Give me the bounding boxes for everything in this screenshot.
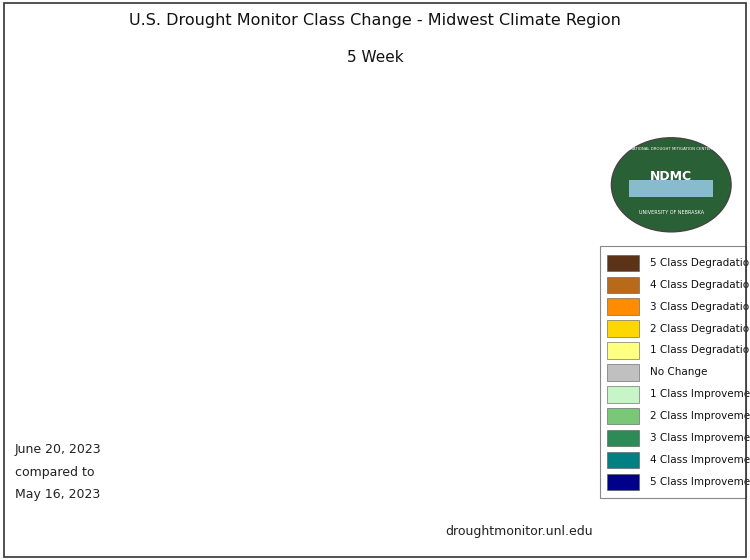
Bar [608,320,640,337]
Text: 3 Class Improvement: 3 Class Improvement [650,433,750,443]
FancyBboxPatch shape [600,246,746,498]
Bar [629,180,713,197]
Bar [608,386,640,403]
Text: 4 Class Degradation: 4 Class Degradation [650,280,750,290]
Text: May 16, 2023: May 16, 2023 [15,488,100,501]
Text: U.S. Drought Monitor Class Change - Midwest Climate Region: U.S. Drought Monitor Class Change - Midw… [129,13,621,29]
Text: 2 Class Improvement: 2 Class Improvement [650,411,750,421]
Text: 5 Class Degradation: 5 Class Degradation [650,258,750,268]
Text: No Change: No Change [650,367,708,377]
Bar [608,255,640,271]
Text: NATIONAL DROUGHT MITIGATION CENTER: NATIONAL DROUGHT MITIGATION CENTER [630,147,712,151]
Text: UNIVERSITY OF NEBRASKA: UNIVERSITY OF NEBRASKA [639,211,704,215]
Text: compared to: compared to [15,466,94,479]
Text: 2 Class Degradation: 2 Class Degradation [650,324,750,334]
Bar [608,430,640,446]
Bar [608,277,640,293]
Text: 4 Class Improvement: 4 Class Improvement [650,455,750,465]
Text: 5 Week: 5 Week [346,50,404,66]
Text: droughtmonitor.unl.edu: droughtmonitor.unl.edu [445,525,592,538]
Text: 5 Class Improvement: 5 Class Improvement [650,477,750,487]
Bar [608,452,640,468]
Bar [608,298,640,315]
Bar [608,364,640,381]
Bar [608,474,640,490]
Bar [608,342,640,359]
Text: 1 Class Degradation: 1 Class Degradation [650,346,750,356]
Text: NDMC: NDMC [650,170,692,184]
Text: 3 Class Degradation: 3 Class Degradation [650,302,750,312]
Bar [608,408,640,424]
Text: 1 Class Improvement: 1 Class Improvement [650,389,750,399]
Circle shape [611,138,731,232]
Text: June 20, 2023: June 20, 2023 [15,444,102,456]
